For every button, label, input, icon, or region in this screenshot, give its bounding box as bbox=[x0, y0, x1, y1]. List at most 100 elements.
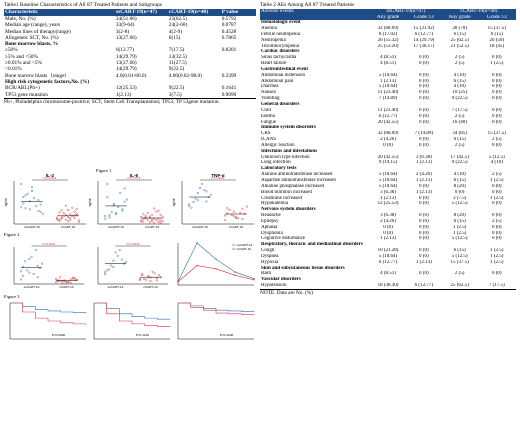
data-point bbox=[253, 279, 255, 281]
table2-subheader: Any grade bbox=[441, 14, 478, 21]
table1-col-header: P value bbox=[220, 9, 256, 16]
table2-cell: 8 (20) bbox=[453, 183, 466, 189]
table2-cell: 8 (20) bbox=[453, 213, 466, 219]
table2-category-row: General disorders bbox=[260, 102, 516, 108]
data-point bbox=[26, 269, 29, 272]
table2-cell: 1 (2.13) bbox=[380, 236, 396, 242]
table2-row: Aspartate aminotransferase increased 5 (1… bbox=[260, 178, 516, 184]
table1-cell: 3(7.5) bbox=[167, 91, 221, 99]
table2-row: Cognitive disturbance 1 (2.13) 0 (0) 5 (12.… bbox=[260, 236, 516, 242]
table1-header-row: Characteristic ssCART-19(n=47) cCART-19(… bbox=[4, 9, 256, 16]
table2-cell: Hypoxia bbox=[261, 259, 279, 265]
table1-cell: 9(22.5) bbox=[168, 66, 185, 73]
table2-cell: 25 (62.5) bbox=[441, 283, 478, 291]
data-point bbox=[157, 220, 160, 223]
data-point bbox=[66, 220, 70, 223]
data-point bbox=[64, 218, 67, 221]
data-point bbox=[159, 214, 162, 217]
data-point bbox=[155, 218, 158, 222]
table2-category-label: Respiratory, thoracic and mediastinal di… bbox=[261, 242, 363, 248]
p-value: P=0.0082 bbox=[52, 333, 66, 337]
table2-cell: 16 (40) bbox=[452, 119, 467, 125]
data-point bbox=[64, 213, 67, 216]
table2-cell: 6 (15) bbox=[453, 177, 466, 183]
scatter-panel: ssCART-19 cCART-19 P<0.0001 bbox=[13, 242, 84, 289]
table2-cell: Vomiting bbox=[261, 96, 280, 102]
data-point bbox=[22, 202, 25, 205]
table2-cell: 20 (50) bbox=[489, 37, 505, 43]
table2-cell: 3 (6.38) bbox=[380, 189, 396, 195]
data-point bbox=[146, 218, 149, 222]
table2-cell: 0 (0) bbox=[491, 189, 502, 195]
data-point bbox=[75, 214, 78, 217]
scatter-panel: IL-2 ng/ml ssCART-19 cCART-19 P=0.0101 bbox=[4, 174, 86, 229]
table1-cell: 24(2-68) bbox=[168, 22, 188, 29]
table1-cell: 4.00(0.02-98.0) bbox=[168, 72, 202, 79]
data-point bbox=[40, 262, 44, 265]
table2-cell: Blood bilirubin increased bbox=[261, 189, 312, 195]
table2-cell: 21 (52.5) bbox=[450, 43, 469, 49]
p-value: P=0.0004 bbox=[212, 176, 225, 180]
table2-cell: ICANS bbox=[261, 137, 277, 143]
figure3: Figure 3 P=0.0082 P=0.1146 P=0.3238 bbox=[4, 294, 256, 344]
table1-cell: 13(27.66) bbox=[115, 60, 137, 67]
table2-category-label: Vascular disorders bbox=[261, 277, 301, 283]
table2-cell: 0 (0) bbox=[491, 224, 502, 230]
table2-cell: 0 (0) bbox=[419, 90, 429, 96]
data-point bbox=[67, 280, 70, 283]
data-point bbox=[155, 277, 158, 280]
table2-cell: 6 (12.77) bbox=[405, 283, 442, 291]
data-point bbox=[148, 215, 151, 218]
table1-row: TP53 gene mutation 1(2.13) 3(7.5) 0.9099 bbox=[4, 91, 256, 99]
table2-row: Fatigue 20 (42.55) 0 (0) 16 (40) 0 (0) bbox=[260, 120, 516, 126]
table2-cell: 26 (55.32) bbox=[377, 37, 399, 43]
table2-cell: 7 (17.5) bbox=[451, 107, 468, 113]
data-point bbox=[77, 219, 80, 222]
data-point bbox=[226, 207, 229, 210]
table2-cell: 0 (0) bbox=[491, 72, 502, 78]
table1-cell: 6(15) bbox=[168, 34, 181, 41]
table2-row: Heart failure 4 (8.51) 0 (0) 2 (5) 1 (2.5) bbox=[260, 61, 516, 67]
table2-cell: 1 (2.13) bbox=[380, 195, 396, 201]
table2-row: Vomiting 7 (14.89) 0 (0) 9 (22.5) 0 (0) bbox=[260, 96, 516, 102]
table2-category-row: Immune system disorders bbox=[260, 125, 516, 131]
data-point bbox=[149, 276, 152, 279]
table2-cell: 20 (42.55) bbox=[377, 119, 399, 125]
data-point bbox=[106, 182, 109, 186]
table2-cell: 0 (0) bbox=[419, 96, 429, 102]
table2-cell: 1 (2.5) bbox=[490, 259, 504, 265]
panel-title: TNF-α bbox=[211, 174, 224, 178]
table2-category-row: Vascular disorders bbox=[260, 277, 516, 283]
data-point bbox=[110, 264, 113, 267]
table2-body: Hematologic event Anemia 32 (68.09) 15 (31.… bbox=[260, 20, 516, 291]
data-point bbox=[56, 216, 59, 219]
data-point bbox=[145, 278, 148, 281]
data-point bbox=[58, 211, 61, 214]
data-point bbox=[73, 210, 76, 213]
x-tick-label: ssCART-19 bbox=[108, 225, 124, 229]
p-value: P=0.0028 bbox=[127, 242, 140, 246]
data-point bbox=[123, 200, 126, 203]
data-point bbox=[140, 220, 143, 223]
table2-row: Lung infection 9 (19.15) 1 (2.13) 9 (22.5) 4… bbox=[260, 160, 516, 166]
data-point bbox=[155, 279, 158, 282]
table2-category-label: Nervous system disorders bbox=[261, 207, 316, 213]
table1-cell: Median age (range), years bbox=[5, 22, 61, 29]
y-axis-label: ng/ml bbox=[88, 198, 92, 206]
table1-row: Median lines of therapy(range) 3(2-8) 4(2-… bbox=[4, 29, 256, 35]
table2-cell: 5 (12.5) bbox=[451, 201, 468, 207]
table2-cell: 0 (0) bbox=[419, 84, 429, 90]
table2-category-row: Infections and infestations bbox=[260, 149, 516, 155]
table2-cell: 0 (0) bbox=[491, 119, 502, 125]
table2-cell: 0 (0) bbox=[491, 84, 502, 90]
table2-cell: 0 (0) bbox=[491, 213, 502, 219]
table2-cell: 8 (17.02) bbox=[378, 31, 398, 37]
table1-row: ≥5% and <50% 14(29.79) 13(32.5) bbox=[4, 54, 256, 60]
x-tick-label: ssCART-19 bbox=[24, 225, 40, 229]
legend-label: ssCART-19 bbox=[237, 243, 253, 247]
table2-row: Allergic reaction 0 (0) 0 (0) 2 (5) 0 (0) bbox=[260, 143, 516, 149]
table2-cell: 15 (31.92) bbox=[413, 26, 435, 32]
data-point bbox=[124, 261, 128, 264]
table2-row: Thrombocytopenia 25 (53.20) 17 (36.17) 21 (… bbox=[260, 44, 516, 50]
